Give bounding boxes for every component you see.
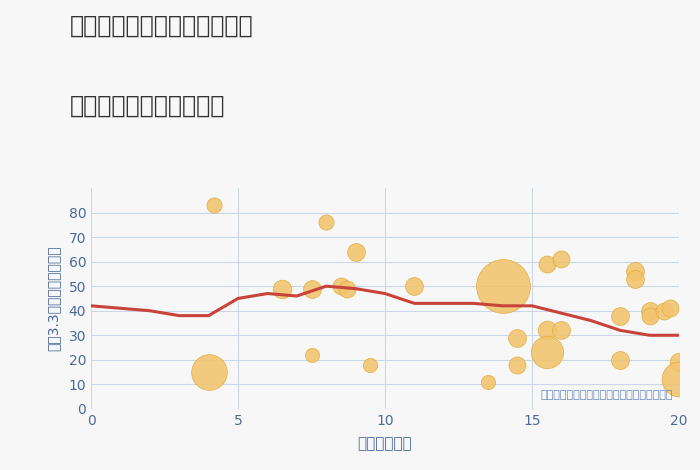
Point (497, 282, 508, 290)
Point (276, 285, 288, 292)
Text: 駅距離別中古戸建て価格: 駅距離別中古戸建て価格 (70, 94, 225, 118)
Point (659, 307, 670, 314)
Point (541, 260, 552, 268)
Point (673, 376, 685, 383)
Point (615, 312, 626, 320)
Point (409, 282, 420, 290)
Point (321, 219, 332, 226)
Point (664, 305, 676, 312)
Point (615, 356, 626, 364)
Point (365, 361, 376, 368)
Point (629, 275, 641, 282)
Point (556, 327, 567, 334)
Point (209, 202, 220, 209)
Point (541, 327, 552, 334)
Point (512, 361, 523, 368)
Point (541, 349, 552, 356)
Point (203, 368, 214, 376)
Point (556, 255, 567, 263)
Text: 円の大きさは、取引のあった物件面積を示す: 円の大きさは、取引のあった物件面積を示す (540, 390, 673, 400)
Point (341, 285, 352, 292)
Point (335, 282, 346, 290)
Y-axis label: 坪（3.3㎡）単価（万円）: 坪（3.3㎡）単価（万円） (46, 246, 60, 351)
Point (629, 268, 641, 275)
Point (482, 378, 493, 386)
Point (673, 359, 685, 366)
Point (306, 285, 317, 292)
Text: 兵庫県たつの市揖保町西構の: 兵庫県たつの市揖保町西構の (70, 14, 253, 38)
Point (644, 307, 655, 314)
X-axis label: 駅距離（分）: 駅距離（分） (358, 436, 412, 451)
Point (644, 312, 655, 320)
Point (512, 334, 523, 342)
Point (350, 248, 361, 256)
Point (306, 351, 317, 359)
